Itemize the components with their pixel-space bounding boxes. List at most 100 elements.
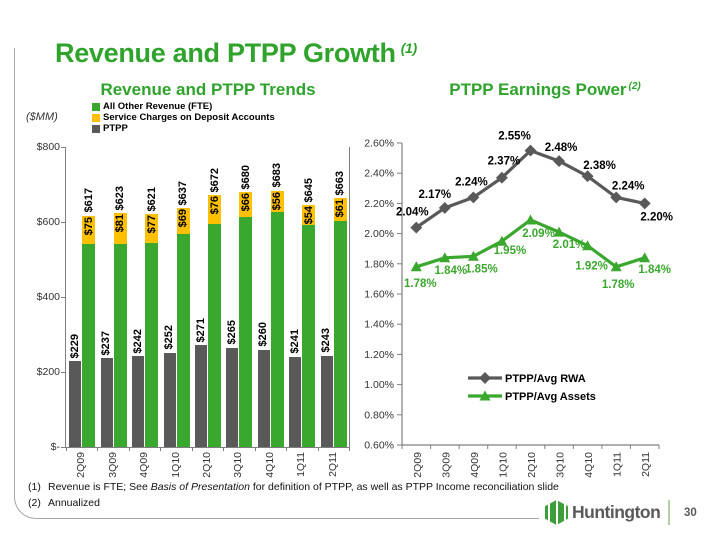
data-label: 1.84% bbox=[434, 265, 467, 277]
bar-label-total-3Q09: $623 bbox=[114, 185, 127, 211]
bar-label-service-2Q09: $75 bbox=[82, 216, 95, 235]
x-axis-label-1Q10: 1Q10 bbox=[169, 452, 182, 478]
triangle-marker bbox=[639, 252, 651, 263]
data-label: 2.48% bbox=[545, 142, 578, 154]
x-axis-label-3Q10: 3Q10 bbox=[555, 452, 567, 478]
x-axis-label-3Q09: 3Q09 bbox=[106, 452, 119, 478]
bar-label-total-2Q11: $663 bbox=[334, 170, 347, 196]
legend-item: PTPP bbox=[92, 123, 275, 134]
bar-label-service-1Q11: $54 bbox=[302, 206, 315, 225]
bar-label-ptpp-4Q09: $242 bbox=[131, 328, 144, 354]
x-axis-label-1Q10: 1Q10 bbox=[497, 452, 509, 478]
y-tick-mark bbox=[61, 222, 66, 223]
y-axis-label: $- bbox=[50, 441, 60, 453]
line-chart-title-text: PTPP Earnings Power bbox=[449, 80, 627, 99]
x-tick-mark bbox=[160, 447, 162, 451]
bar-chart-plot-area: $229 $617 $75 2Q09 $237 $623 $81 3Q09 $242 $621 $7… bbox=[37, 141, 350, 478]
bar-service-charges-3Q09 bbox=[113, 213, 127, 244]
bar-ptpp-1Q10 bbox=[163, 352, 176, 447]
triangle-marker bbox=[410, 261, 422, 272]
x-tick-mark bbox=[128, 447, 130, 451]
data-label: 1.78% bbox=[404, 278, 437, 290]
data-label: 1.78% bbox=[602, 279, 635, 291]
diamond-marker bbox=[553, 155, 566, 168]
bar-service-charges-3Q10 bbox=[239, 191, 253, 217]
footnote-1-italic-text: Basis of Presentation bbox=[150, 481, 250, 493]
x-axis-label-2Q11: 2Q11 bbox=[326, 452, 339, 477]
slide-frame bbox=[14, 48, 539, 519]
x-tick-mark bbox=[254, 447, 256, 451]
x-axis-label-1Q11: 1Q11 bbox=[612, 452, 624, 477]
bar-chart-title-text: Revenue and PTPP Trends bbox=[100, 80, 316, 99]
data-label: 1.84% bbox=[638, 264, 671, 276]
page-title-footnote-ref: (1) bbox=[400, 40, 418, 57]
x-tick-mark bbox=[66, 447, 67, 451]
bar-ptpp-2Q11 bbox=[320, 355, 333, 447]
bar-label-ptpp-1Q10: $252 bbox=[163, 325, 176, 350]
y-axis-label: $400 bbox=[36, 291, 60, 303]
bar-all-other-revenue-2Q09 bbox=[82, 243, 96, 447]
bar-label-total-1Q11: $645 bbox=[302, 177, 315, 203]
x-axis-label-4Q09: 4Q09 bbox=[138, 452, 151, 478]
bar-label-service-3Q10: $66 bbox=[239, 193, 252, 212]
data-label: 2.17% bbox=[418, 189, 451, 201]
legend-label: All Other Revenue (FTE) bbox=[103, 101, 213, 112]
bar-service-charges-1Q10 bbox=[176, 208, 190, 234]
bar-label-service-2Q10: $76 bbox=[208, 196, 221, 215]
huntington-logo-icon bbox=[545, 500, 568, 525]
bar-label-ptpp-4Q10: $260 bbox=[257, 322, 270, 347]
bar-all-other-revenue-1Q10 bbox=[176, 234, 190, 447]
x-axis-label-2Q09: 2Q09 bbox=[412, 452, 424, 478]
bar-label-total-3Q10: $680 bbox=[239, 164, 252, 189]
triangle-marker bbox=[610, 261, 622, 272]
bar-label-ptpp-1Q11: $241 bbox=[288, 329, 301, 354]
bar-label-service-3Q09: $81 bbox=[114, 214, 127, 233]
bar-label-ptpp-3Q10: $265 bbox=[225, 320, 238, 345]
y-axis-label: 2.40% bbox=[364, 168, 394, 180]
y-axis-label: 2.20% bbox=[364, 198, 394, 210]
triangle-marker bbox=[525, 214, 536, 225]
bar-ptpp-3Q10 bbox=[226, 347, 239, 447]
data-label: 2.01% bbox=[553, 239, 586, 251]
y-axis-label: 1.40% bbox=[364, 319, 394, 331]
bar-chart-title: Revenue and PTPP Trends bbox=[48, 80, 368, 100]
data-label: 2.38% bbox=[583, 160, 616, 172]
x-tick-mark bbox=[286, 447, 288, 451]
x-axis-label-4Q10: 4Q10 bbox=[583, 452, 595, 478]
legend-label: PTPP/Avg Assets bbox=[505, 391, 596, 403]
bar-ptpp-3Q09 bbox=[100, 358, 113, 447]
bar-label-ptpp-2Q10: $271 bbox=[194, 317, 207, 343]
bar-label-ptpp-2Q09: $229 bbox=[68, 333, 81, 359]
triangle-marker bbox=[553, 226, 565, 237]
y-axis-label: $200 bbox=[36, 366, 60, 378]
legend-label: PTPP bbox=[103, 123, 128, 134]
x-axis-label-2Q11: 2Q11 bbox=[640, 452, 652, 477]
page-number: 30 bbox=[684, 507, 697, 519]
x-axis-label-2Q10: 2Q10 bbox=[526, 452, 538, 478]
x-tick-mark bbox=[349, 447, 350, 451]
data-label: 2.24% bbox=[612, 180, 645, 192]
page-title: Revenue and PTPP Growth (1) bbox=[55, 38, 417, 69]
legend-swatch bbox=[92, 124, 100, 133]
bar-service-charges-1Q11 bbox=[302, 205, 316, 226]
y-axis-label: $600 bbox=[36, 216, 60, 228]
bar-service-charges-2Q10 bbox=[208, 195, 221, 224]
y-tick-mark bbox=[61, 372, 66, 373]
legend-swatch bbox=[92, 102, 100, 111]
bar-ptpp-1Q11 bbox=[289, 356, 302, 447]
x-axis-label-4Q10: 4Q10 bbox=[263, 452, 276, 478]
x-axis-label-3Q09: 3Q09 bbox=[440, 452, 452, 478]
line-chart-title-footnote-ref: (2) bbox=[628, 81, 641, 92]
bar-label-ptpp-3Q09: $237 bbox=[100, 330, 113, 356]
legend-item: Service Charges on Deposit Accounts bbox=[92, 112, 275, 123]
y-tick-mark bbox=[61, 447, 66, 448]
bar-label-service-4Q10: $56 bbox=[271, 191, 284, 211]
x-axis-label-2Q10: 2Q10 bbox=[201, 452, 213, 478]
y-axis-label: 1.80% bbox=[364, 258, 394, 270]
bar-all-other-revenue-1Q11 bbox=[302, 225, 316, 447]
bar-all-other-revenue-3Q10 bbox=[239, 216, 253, 447]
bar-all-other-revenue-3Q09 bbox=[113, 243, 127, 447]
bar-label-total-4Q09: $621 bbox=[145, 186, 158, 212]
data-label: 1.92% bbox=[575, 261, 608, 273]
